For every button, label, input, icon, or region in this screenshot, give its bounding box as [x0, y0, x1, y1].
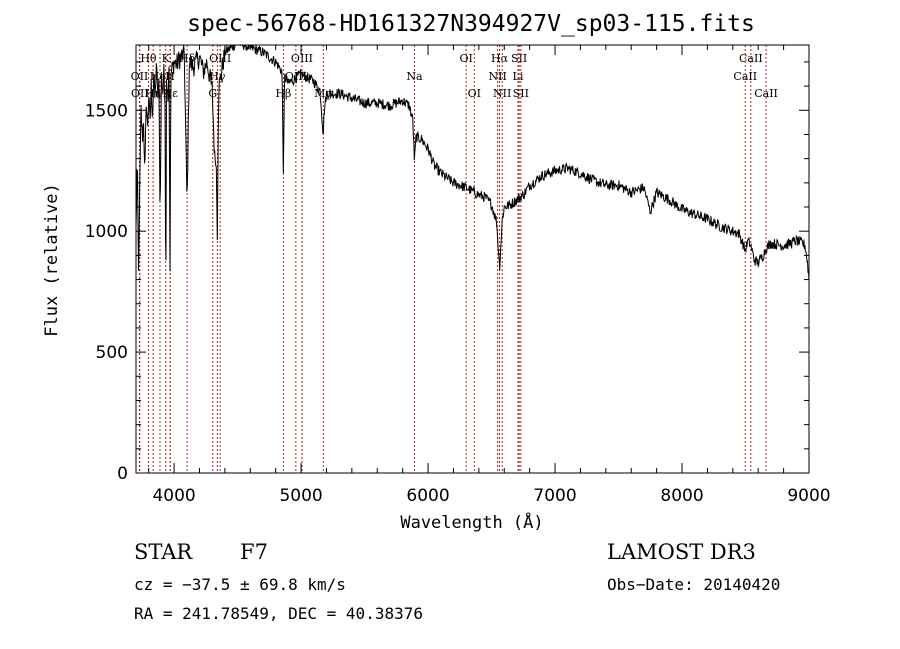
plot-frame — [135, 44, 810, 474]
line-marker-label: Hβ — [275, 87, 291, 100]
y-tick-label: 1500 — [85, 101, 128, 121]
line-markers: HθOIIOIIHηHeIHεKHHδHγGOIIIHβOIIIOIIIMgNa… — [131, 45, 778, 473]
line-marker-label: OI — [468, 87, 481, 100]
line-marker-label: SII — [513, 87, 529, 100]
x-tick-label: 5000 — [279, 486, 322, 506]
line-marker-label: OII — [131, 70, 149, 83]
spectrum-line — [135, 44, 810, 282]
x-axis-label: Wavelength (Å) — [400, 511, 543, 533]
line-marker-label: OIII — [209, 52, 231, 65]
line-marker-label: OIII — [291, 52, 313, 65]
x-tick-label: 6000 — [406, 486, 449, 506]
line-marker-label: NII — [493, 87, 511, 100]
line-marker-label: K — [162, 52, 171, 65]
line-marker-label: CaII — [739, 52, 763, 65]
y-axis-label: Flux (relative) — [42, 183, 62, 337]
observation-date: Obs−Date: 20140420 — [607, 575, 781, 594]
object-subclass: F7 — [240, 540, 268, 564]
x-tick-label: 9000 — [787, 486, 830, 506]
x-tick-label: 4000 — [152, 486, 195, 506]
line-marker-label: H — [165, 70, 175, 83]
redshift-readout: cz = −37.5 ± 69.8 km/s — [134, 575, 346, 594]
y-tick-label: 500 — [96, 343, 128, 363]
chart-title: spec-56768-HD161327N394927V_sp03-115.fit… — [187, 11, 755, 37]
x-tick-label: 7000 — [533, 486, 576, 506]
line-marker-label: SII — [511, 52, 527, 65]
x-tick-label: 8000 — [660, 486, 703, 506]
line-marker-label: NII — [488, 70, 506, 83]
line-marker-label: Li — [513, 70, 524, 83]
line-marker-label: OII — [131, 87, 149, 100]
line-marker-label: CaII — [733, 70, 757, 83]
line-marker-label: Hθ — [140, 52, 157, 65]
line-marker-label: Hα — [491, 52, 509, 65]
object-class: STAR — [134, 540, 193, 564]
y-tick-label: 0 — [117, 464, 128, 484]
survey-name: LAMOST DR3 — [607, 540, 756, 564]
axis-ticks: 4000 5000 6000 7000 8000 9000 0 500 1000 1500 — [85, 45, 831, 506]
y-tick-label: 1000 — [85, 222, 128, 242]
line-marker-label: Na — [406, 70, 423, 83]
line-marker-label: OI — [459, 52, 472, 65]
line-marker-label: CaII — [754, 87, 778, 100]
coordinates: RA = 241.78549, DEC = 40.38376 — [134, 604, 423, 623]
